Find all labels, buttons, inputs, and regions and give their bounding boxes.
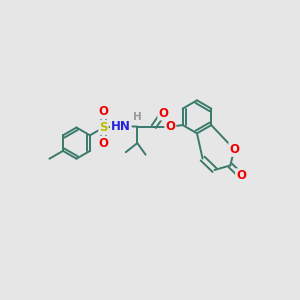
Text: H: H bbox=[133, 112, 142, 122]
Text: HN: HN bbox=[111, 119, 131, 133]
Text: O: O bbox=[236, 169, 246, 182]
Text: O: O bbox=[158, 106, 168, 120]
Text: S: S bbox=[99, 121, 108, 134]
Text: O: O bbox=[98, 136, 109, 150]
Text: O: O bbox=[98, 105, 109, 119]
Text: O: O bbox=[229, 143, 239, 156]
Text: O: O bbox=[165, 120, 175, 133]
